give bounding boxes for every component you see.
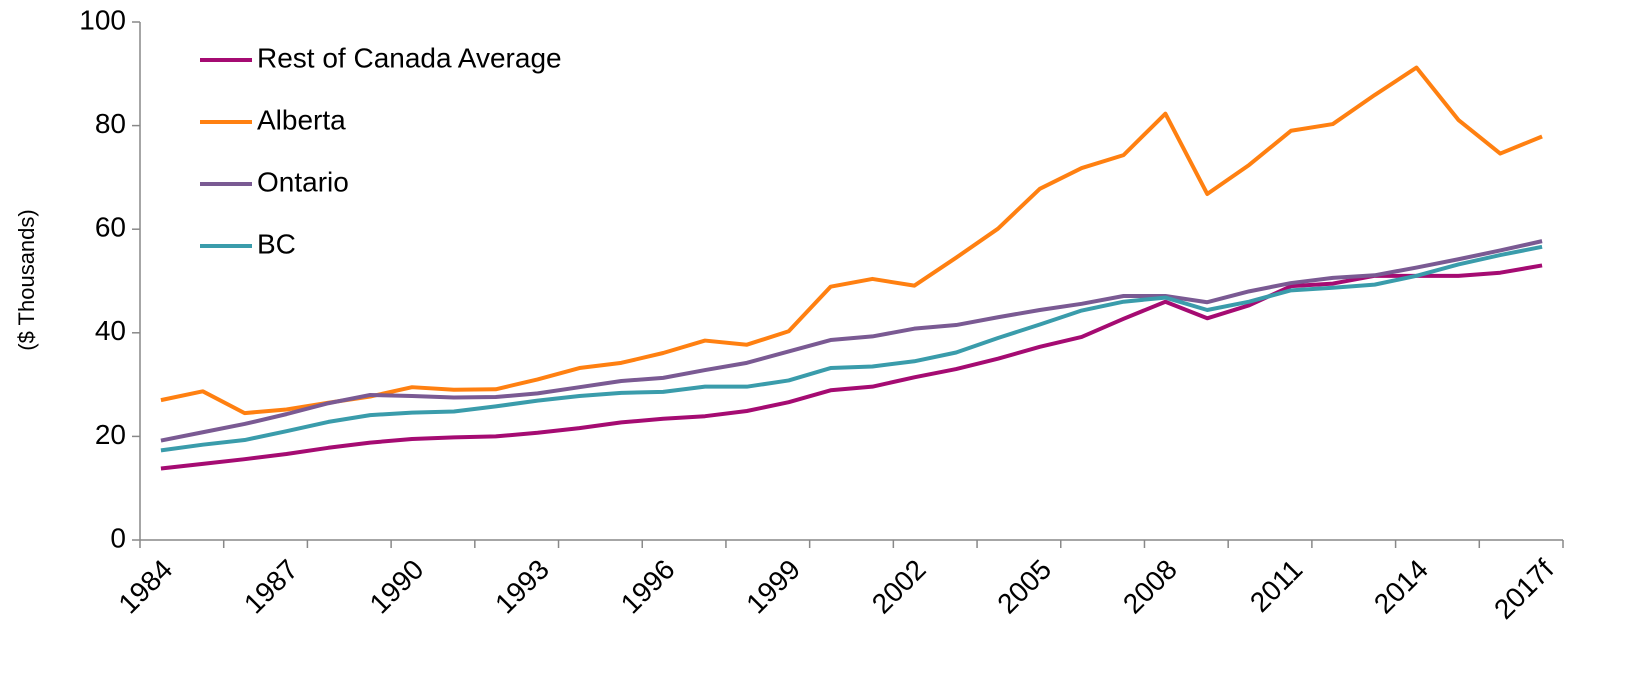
y-tick-label: 60 (95, 212, 126, 243)
legend-label: Ontario (257, 166, 349, 197)
x-tick-label: 2011 (1244, 554, 1309, 619)
x-tick-label: 1990 (364, 554, 430, 620)
legend-label: Rest of Canada Average (257, 42, 562, 73)
x-tick-label: 1993 (489, 554, 555, 620)
x-tick-label: 1987 (238, 554, 304, 620)
y-tick-label: 100 (79, 4, 126, 35)
legend-label: BC (257, 228, 296, 259)
y-tick-label: 20 (95, 419, 126, 450)
x-tick-label: 2005 (991, 554, 1057, 620)
legend-label: Alberta (257, 104, 346, 135)
x-tick-label: 1999 (740, 554, 806, 620)
x-tick-label: 1996 (615, 554, 681, 620)
y-axis-label: ($ Thousands) (14, 209, 39, 350)
x-tick-label: 2002 (866, 554, 932, 620)
series-line (160, 239, 1543, 443)
series-line (160, 263, 1543, 471)
x-tick-label: 2008 (1117, 554, 1183, 620)
series-line (160, 65, 1543, 416)
x-tick-label: 2014 (1368, 554, 1434, 620)
series-line (160, 244, 1543, 453)
y-tick-label: 80 (95, 108, 126, 139)
x-tick-label: 1984 (112, 554, 178, 620)
y-tick-label: 0 (110, 522, 126, 553)
y-tick-label: 40 (95, 315, 126, 346)
x-tick-label: 2017f (1488, 553, 1560, 625)
